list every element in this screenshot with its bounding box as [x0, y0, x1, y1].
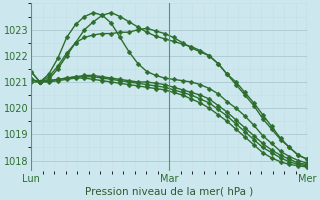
- X-axis label: Pression niveau de la mer( hPa ): Pression niveau de la mer( hPa ): [85, 187, 253, 197]
